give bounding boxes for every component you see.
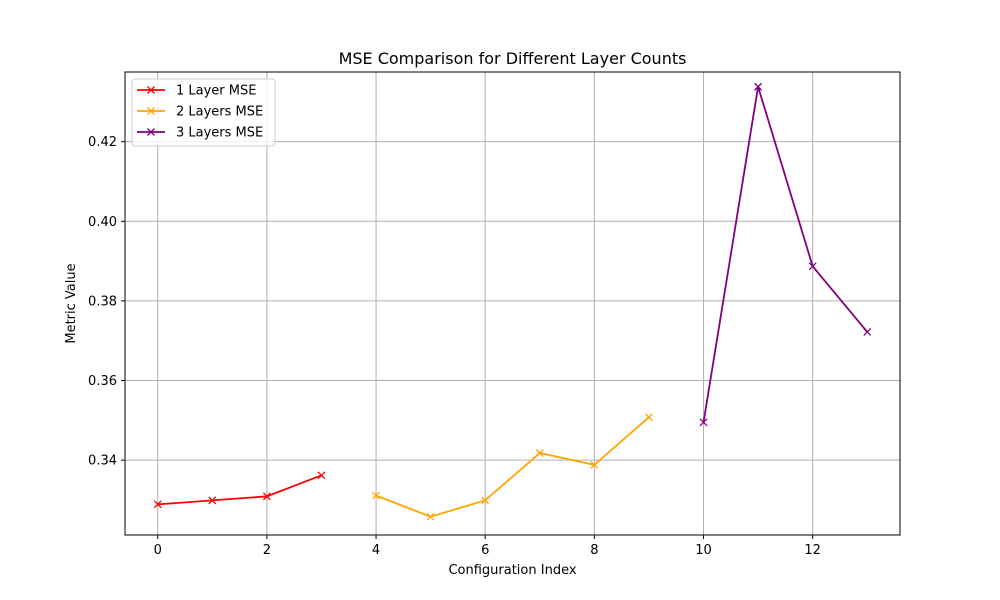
y-axis-label: Metric Value xyxy=(64,263,79,343)
data-point xyxy=(426,512,435,521)
legend-item: 2 Layers MSE xyxy=(137,105,263,120)
y-tick-label: 0.36 xyxy=(88,374,117,389)
series-1 xyxy=(153,471,326,509)
data-point xyxy=(262,492,271,501)
y-tick-label: 0.42 xyxy=(88,135,117,150)
legend-item: 1 Layer MSE xyxy=(137,84,256,99)
data-point xyxy=(317,471,326,480)
x-tick-label: 0 xyxy=(154,543,162,558)
x-tick-label: 6 xyxy=(481,543,489,558)
data-point xyxy=(153,500,162,509)
y-tick-label: 0.38 xyxy=(88,294,117,309)
data-point xyxy=(481,496,490,505)
series-3 xyxy=(699,82,872,427)
data-point xyxy=(372,491,381,500)
data-point xyxy=(754,82,763,91)
data-point xyxy=(808,262,817,271)
y-tick-label: 0.40 xyxy=(88,215,117,230)
legend-marker xyxy=(147,107,155,115)
legend-label: 3 Layers MSE xyxy=(176,126,263,141)
data-point xyxy=(208,496,217,505)
x-tick-label: 8 xyxy=(590,543,598,558)
series-line xyxy=(375,416,650,518)
series-2 xyxy=(372,413,653,521)
legend-marker xyxy=(147,128,155,136)
legend-item: 3 Layers MSE xyxy=(137,126,263,141)
y-tick-label: 0.34 xyxy=(88,454,117,469)
data-point xyxy=(699,418,708,427)
legend-marker xyxy=(147,86,155,94)
series-line xyxy=(702,86,868,423)
legend-box xyxy=(131,78,276,147)
x-tick-label: 10 xyxy=(695,543,712,558)
legend-label: 1 Layer MSE xyxy=(176,84,256,99)
series-line xyxy=(157,474,322,506)
data-point xyxy=(644,413,653,422)
x-tick-label: 12 xyxy=(804,543,821,558)
x-tick-label: 2 xyxy=(263,543,271,558)
legend-label: 2 Layers MSE xyxy=(176,105,263,120)
plot-frame xyxy=(124,71,901,536)
grid xyxy=(125,72,900,535)
y-axis: 0.34 0.36 0.38 0.40 0.42 xyxy=(88,135,125,469)
x-axis-label: Configuration Index xyxy=(448,563,576,578)
x-axis: 0 2 4 6 8 10 12 xyxy=(154,535,821,558)
data-point xyxy=(863,328,872,336)
legend: 1 Layer MSE 2 Layers MSE 3 Layers MSE xyxy=(131,78,276,147)
data-point xyxy=(535,449,544,457)
series-layer xyxy=(153,82,872,521)
data-point xyxy=(590,460,599,469)
x-tick-label: 4 xyxy=(372,543,380,558)
chart-title: MSE Comparison for Different Layer Count… xyxy=(339,49,687,68)
